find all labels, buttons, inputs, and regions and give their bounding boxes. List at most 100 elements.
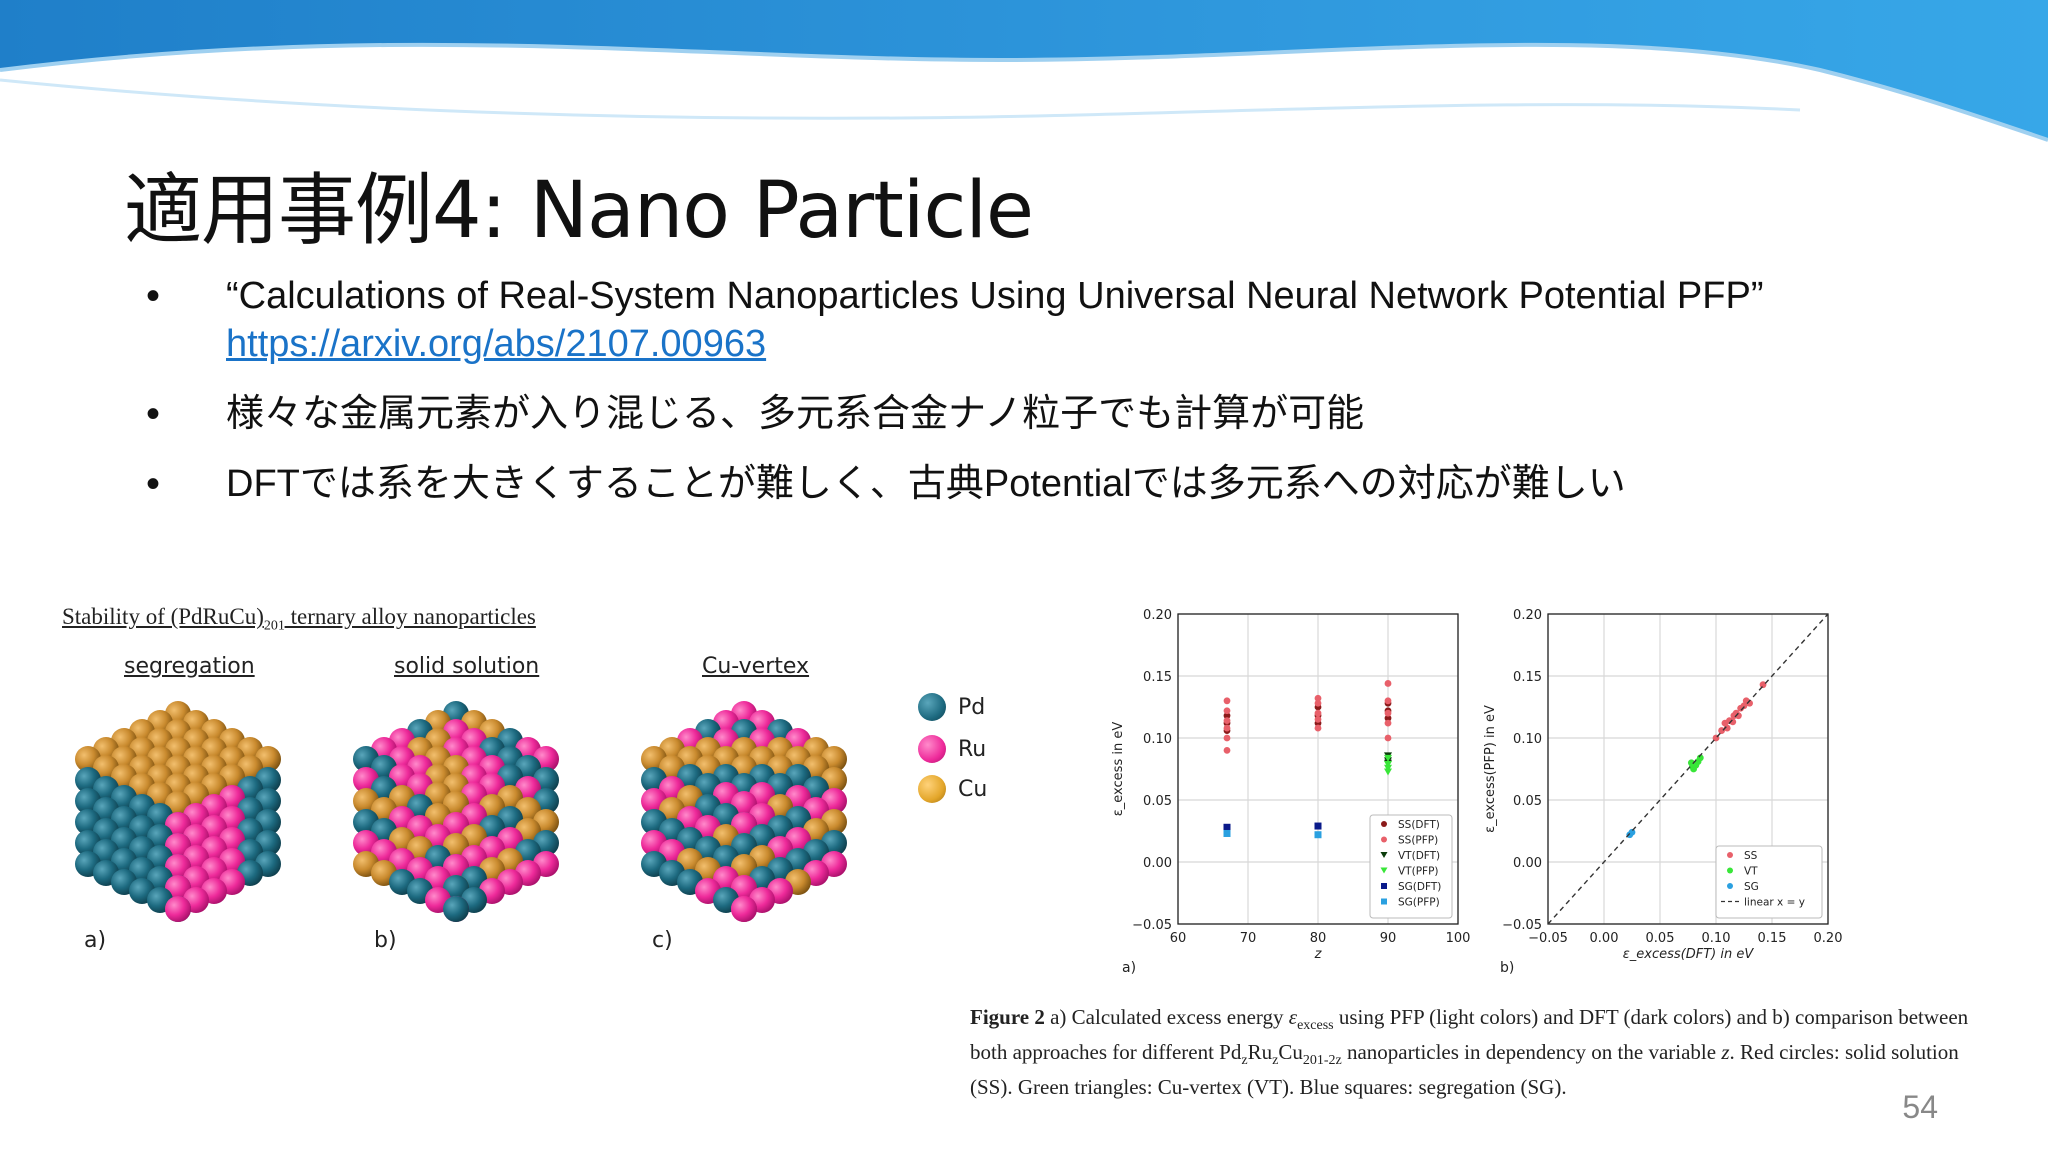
- chart-excess-energy-vs-z: 60 70 80 90 100 −0.05 0.00 0.05 0.10 0.15 0.20 SS(D…: [1111, 608, 1471, 976]
- linear-fit-line: [1547, 613, 1829, 925]
- x-tick-label: 0.00: [1590, 931, 1619, 946]
- legend-label: SG: [1744, 881, 1759, 893]
- legend-marker: [1381, 821, 1387, 827]
- data-point: [1223, 697, 1231, 705]
- cluster-segregation: [75, 701, 281, 922]
- panel-label-b: b): [374, 928, 397, 953]
- bullet-dot-icon: •: [146, 462, 161, 506]
- legend-label: SS(PFP): [1398, 835, 1438, 847]
- data-point: [1718, 727, 1725, 734]
- plot-frame: [1177, 613, 1459, 925]
- legend-label: linear x = y: [1744, 897, 1805, 909]
- legend-pd: Pd: [918, 693, 985, 721]
- bullet-list: • “Calculations of Real-System Nanoparti…: [140, 272, 2020, 530]
- legend-label: SG(PFP): [1398, 897, 1440, 909]
- legend-label: VT: [1744, 866, 1758, 878]
- x-tick-label: 60: [1170, 931, 1187, 946]
- data-point: [1721, 719, 1729, 727]
- x-axis-label: ε_excess(DFT) in eV: [1623, 947, 1755, 962]
- bullet-item: • 様々な金属元素が入り混じる、多元系合金ナノ粒子でも計算が可能: [140, 390, 2020, 438]
- legend-marker: [1380, 867, 1388, 874]
- x-tick-label: 70: [1240, 931, 1257, 946]
- data-point: [1759, 681, 1767, 689]
- bullet-text: DFTでは系を大きくすることが難しく、古典Potentialでは多元系への対応が…: [226, 463, 1626, 505]
- data-point: [1314, 716, 1322, 723]
- x-tick-label: 0.20: [1814, 931, 1843, 946]
- data-point: [1384, 680, 1392, 687]
- legend-marker: [1380, 852, 1388, 858]
- y-tick-label: 0.20: [1143, 608, 1172, 623]
- panel-label-a: a): [84, 928, 107, 953]
- legend-label: SG(DFT): [1398, 881, 1441, 893]
- y-tick-label: 0.10: [1143, 732, 1172, 747]
- legend-marker: [1381, 836, 1387, 843]
- arxiv-link[interactable]: https://arxiv.org/abs/2107.00963: [226, 323, 767, 365]
- data-point: [1384, 714, 1392, 722]
- bullet-item: • “Calculations of Real-System Nanoparti…: [140, 272, 2020, 368]
- bullet-dot-icon: •: [146, 274, 161, 318]
- bullet-item: • DFTでは系を大きくすることが難しく、古典Potentialでは多元系への対…: [140, 460, 2020, 508]
- y-tick-label: 0.20: [1513, 608, 1542, 623]
- data-point: [1223, 747, 1231, 754]
- legend-label: SS(DFT): [1398, 819, 1440, 831]
- legend-marker: [1381, 883, 1387, 889]
- legend-marker: [1381, 898, 1387, 905]
- chart-legend: [1369, 814, 1453, 919]
- data-point: [1314, 694, 1322, 702]
- data-point: [1223, 717, 1231, 725]
- panel-label: b): [1500, 960, 1514, 976]
- ru-atom: [165, 896, 191, 922]
- legend-label: SS: [1744, 850, 1758, 862]
- x-tick-label: 0.10: [1702, 931, 1731, 946]
- y-tick-label: 0.15: [1513, 670, 1542, 685]
- data-point: [1696, 754, 1704, 762]
- data-point: [1223, 823, 1231, 831]
- data-point: [1628, 828, 1636, 836]
- data-point: [1384, 764, 1392, 772]
- cluster-label-cu-vertex: Cu-vertex: [702, 654, 810, 679]
- paper-title: “Calculations of Real-System Nanoparticl…: [226, 275, 1764, 317]
- data-point: [1746, 699, 1753, 707]
- y-tick-label: 0.00: [1143, 856, 1172, 871]
- x-tick-label: 100: [1446, 931, 1471, 946]
- cluster-solid-solution: [353, 701, 559, 922]
- data-point: [1314, 831, 1322, 839]
- data-point: [1384, 768, 1392, 776]
- data-point: [1384, 719, 1392, 727]
- nanoparticle-figure-title: Stability of (PdRuCu)201 ternary alloy n…: [62, 604, 536, 634]
- y-tick-label: −0.05: [1502, 918, 1542, 933]
- data-point: [1384, 709, 1392, 717]
- data-point: [1729, 718, 1737, 726]
- data-point: [1384, 734, 1392, 742]
- pd-dot-icon: [918, 693, 946, 721]
- x-tick-label: 80: [1310, 931, 1327, 946]
- data-point: [1384, 697, 1392, 705]
- legend-cu: Cu: [918, 775, 987, 803]
- data-point: [1384, 754, 1392, 762]
- cluster-label-solid-solution: solid solution: [394, 654, 540, 679]
- bullet-text: 様々な金属元素が入り混じる、多元系合金ナノ粒子でも計算が可能: [226, 393, 1365, 435]
- y-tick-label: 0.10: [1513, 732, 1542, 747]
- data-point: [1223, 734, 1231, 742]
- y-tick-label: 0.05: [1143, 794, 1172, 809]
- figure-caption: Figure 2 a) Calculated excess energy εex…: [970, 1005, 1969, 1100]
- legend-marker: [1727, 852, 1733, 858]
- ru-atom: [731, 896, 757, 922]
- legend-marker: [1727, 867, 1733, 874]
- x-tick-label: 0.05: [1646, 931, 1675, 946]
- nanoparticle-clusters: [75, 701, 847, 922]
- data-point: [1223, 724, 1231, 732]
- page-number: 54: [1902, 1089, 1938, 1125]
- chart-pfp-vs-dft: −0.05 0.00 0.05 0.10 0.15 0.20 −0.05 0.00 0.05 0.…: [1483, 608, 1843, 976]
- bullet-dot-icon: •: [146, 392, 161, 436]
- y-tick-label: −0.05: [1132, 918, 1172, 933]
- data-point: [1314, 699, 1322, 707]
- legend-label: VT(DFT): [1398, 850, 1440, 862]
- panel-label: a): [1122, 960, 1136, 976]
- x-tick-label: 90: [1380, 931, 1397, 946]
- data-point: [1384, 761, 1392, 769]
- y-tick-label: 0.15: [1143, 670, 1172, 685]
- header-wave: [0, 0, 2048, 142]
- x-axis-label: z: [1314, 947, 1323, 962]
